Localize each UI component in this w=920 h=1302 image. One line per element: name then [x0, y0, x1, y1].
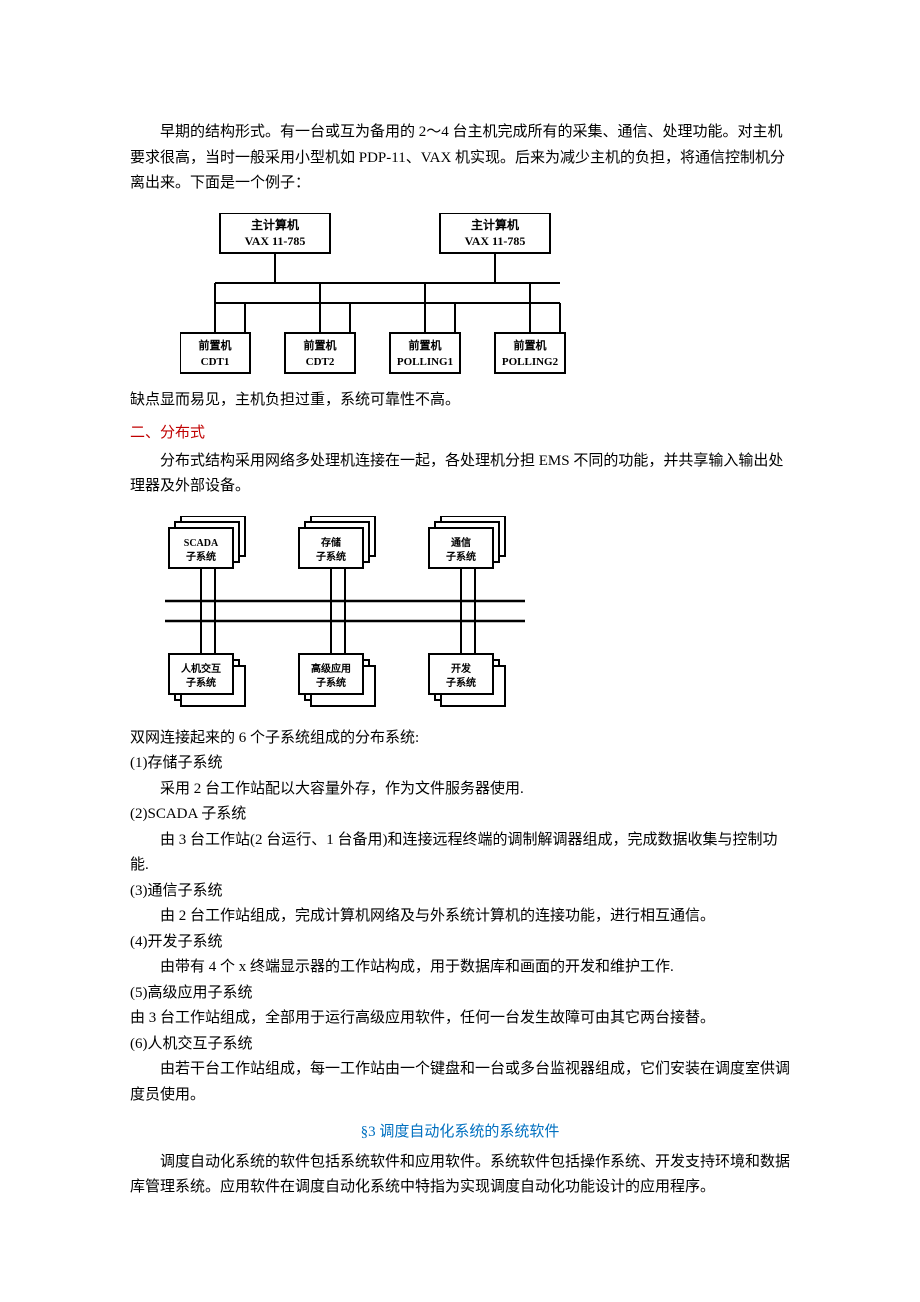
- d1-bot1: 前置机 CDT2: [285, 333, 355, 373]
- d1-bot2: 前置机 POLLING1: [390, 333, 460, 373]
- svg-text:SCADA: SCADA: [184, 538, 219, 549]
- subsystem-num: (5)高级应用子系统: [130, 981, 790, 1007]
- subsystem-desc: 由 3 台工作站组成，全部用于运行高级应用软件，任何一台发生故障可由其它两台接替…: [130, 1006, 790, 1032]
- section3-para: 调度自动化系统的软件包括系统软件和应用软件。系统软件包括操作系统、开发支持环境和…: [130, 1150, 790, 1201]
- subsystem-num: (1)存储子系统: [130, 751, 790, 777]
- svg-text:POLLING2: POLLING2: [502, 356, 559, 368]
- d2-top0: SCADA 子系统: [169, 516, 245, 568]
- subsystem-list: (1)存储子系统采用 2 台工作站配以大容量外存，作为文件服务器使用.(2)SC…: [130, 751, 790, 1108]
- d2-bot1: 高级应用 子系统: [299, 654, 375, 706]
- svg-text:POLLING1: POLLING1: [397, 356, 453, 368]
- page-root: 早期的结构形式。有一台或互为备用的 2～4 台主机完成所有的采集、通信、处理功能…: [0, 0, 920, 1302]
- d2-bot0: 人机交互 子系统: [169, 654, 245, 706]
- svg-text:存储: 存储: [321, 536, 341, 549]
- d2-top2: 通信 子系统: [429, 516, 505, 568]
- svg-text:通信: 通信: [451, 536, 471, 549]
- svg-text:前置机: 前置机: [409, 338, 442, 352]
- svg-text:CDT2: CDT2: [306, 356, 335, 368]
- svg-text:子系统: 子系统: [446, 550, 476, 563]
- subsystem-desc: 采用 2 台工作站配以大容量外存，作为文件服务器使用.: [130, 777, 790, 803]
- section2-para: 分布式结构采用网络多处理机连接在一起，各处理机分担 EMS 不同的功能，并共享输…: [130, 449, 790, 500]
- d1-bot0: 前置机 CDT1: [180, 333, 250, 373]
- svg-text:子系统: 子系统: [446, 676, 476, 689]
- svg-text:子系统: 子系统: [316, 550, 346, 563]
- svg-text:子系统: 子系统: [186, 676, 216, 689]
- section3-heading: §3 调度自动化系统的系统软件: [130, 1120, 790, 1146]
- svg-text:高级应用: 高级应用: [311, 662, 351, 675]
- d1-topbox-r2: VAX 11-785: [465, 234, 526, 248]
- d1-topbox-r: 主计算机: [471, 217, 519, 232]
- subsystem-desc: 由若干台工作站组成，每一工作站由一个键盘和一台或多台监视器组成，它们安装在调度室…: [130, 1057, 790, 1108]
- caption1: 缺点显而易见，主机负担过重，系统可靠性不高。: [130, 388, 790, 414]
- svg-text:人机交互: 人机交互: [181, 662, 221, 675]
- subsystem-desc: 由 2 台工作站组成，完成计算机网络及与外系统计算机的连接功能，进行相互通信。: [130, 904, 790, 930]
- diagram-centralized: 主计算机 VAX 11-785 主计算机 VAX 11-785: [180, 213, 786, 378]
- d1-topbox-l2: VAX 11-785: [245, 234, 306, 248]
- d2-top1: 存储 子系统: [299, 516, 375, 568]
- subsystem-desc: 由 3 台工作站(2 台运行、1 台备用)和连接远程终端的调制解调器组成，完成数…: [130, 828, 790, 879]
- subsystem-desc: 由带有 4 个 x 终端显示器的工作站构成，用于数据库和画面的开发和维护工作.: [130, 955, 790, 981]
- svg-text:前置机: 前置机: [514, 338, 547, 352]
- d2-bot2: 开发 子系统: [429, 654, 505, 706]
- intro-paragraph: 早期的结构形式。有一台或互为备用的 2～4 台主机完成所有的采集、通信、处理功能…: [130, 120, 790, 197]
- d1-topbox-l: 主计算机: [251, 217, 299, 232]
- subsystem-num: (2)SCADA 子系统: [130, 802, 790, 828]
- svg-text:前置机: 前置机: [199, 338, 232, 352]
- svg-text:开发: 开发: [451, 662, 472, 675]
- subsystem-num: (6)人机交互子系统: [130, 1032, 790, 1058]
- diagram2-svg: SCADA 子系统 存储 子系统 通信 子系统: [165, 516, 545, 716]
- subsystem-num: (3)通信子系统: [130, 879, 790, 905]
- svg-text:前置机: 前置机: [304, 338, 337, 352]
- subsystem-num: (4)开发子系统: [130, 930, 790, 956]
- list-intro: 双网连接起来的 6 个子系统组成的分布系统:: [130, 726, 790, 752]
- diagram-distributed: SCADA 子系统 存储 子系统 通信 子系统: [165, 516, 786, 716]
- svg-text:子系统: 子系统: [186, 550, 216, 563]
- d1-bot3: 前置机 POLLING2: [495, 333, 565, 373]
- svg-text:CDT1: CDT1: [201, 356, 230, 368]
- diagram1-svg: 主计算机 VAX 11-785 主计算机 VAX 11-785: [180, 213, 600, 378]
- section2-heading: 二、分布式: [130, 421, 790, 447]
- svg-text:子系统: 子系统: [316, 676, 346, 689]
